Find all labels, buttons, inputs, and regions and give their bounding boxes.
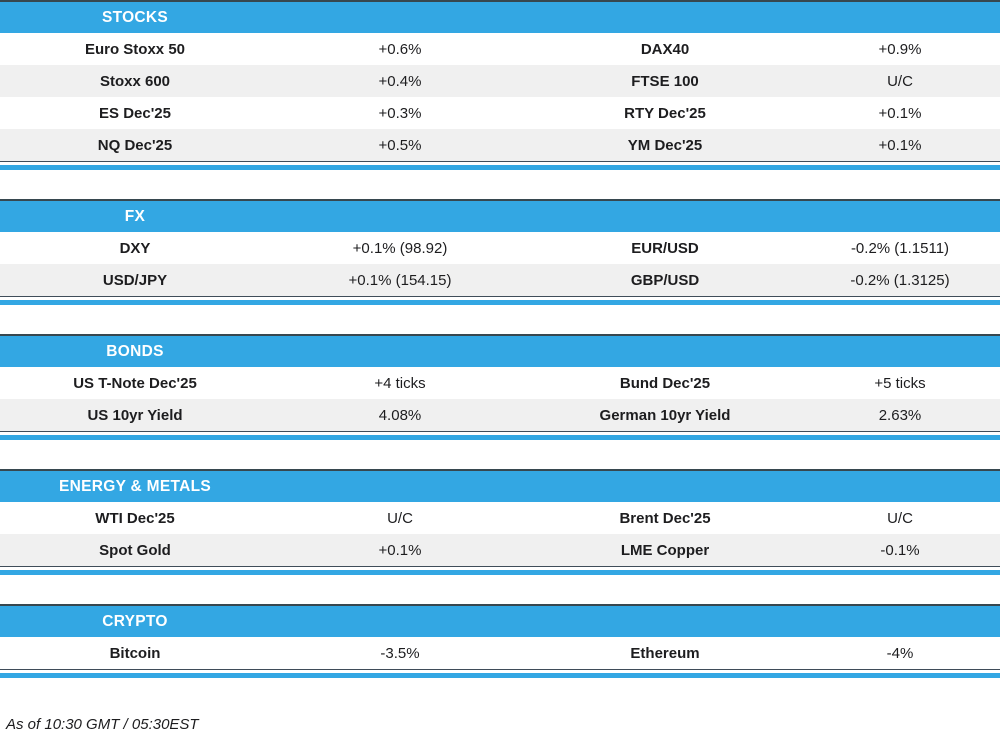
section-header-bonds: BONDS: [0, 334, 1000, 367]
table-row: Spot Gold +0.1% LME Copper -0.1%: [0, 534, 1000, 566]
instrument-value: 4.08%: [378, 406, 422, 424]
section-rows: Bitcoin -3.5% Ethereum -4%: [0, 637, 1000, 670]
section-title: STOCKS: [101, 8, 169, 26]
instrument-value: -4%: [886, 644, 914, 662]
table-row: ES Dec'25 +0.3% RTY Dec'25 +0.1%: [0, 97, 1000, 129]
section-divider: [0, 570, 1000, 575]
section-bottom-gap: [0, 567, 1000, 570]
instrument-value: +4 ticks: [374, 374, 426, 392]
instrument-value: +0.3%: [378, 104, 422, 122]
instrument-label: DAX40: [640, 40, 690, 58]
instrument-label: Bund Dec'25: [619, 374, 711, 392]
section-crypto: CRYPTO Bitcoin -3.5% Ethereum -4%: [0, 604, 1000, 678]
table-row: USD/JPY +0.1% (154.15) GBP/USD -0.2% (1.…: [0, 264, 1000, 296]
instrument-label: YM Dec'25: [627, 136, 703, 154]
instrument-label: LME Copper: [620, 541, 710, 559]
instrument-value: U/C: [387, 509, 413, 527]
table-row: US T-Note Dec'25 +4 ticks Bund Dec'25 +5…: [0, 367, 1000, 399]
table-row: Euro Stoxx 50 +0.6% DAX40 +0.9%: [0, 33, 1000, 65]
instrument-label: German 10yr Yield: [599, 406, 731, 424]
instrument-value: +0.1% (98.92): [352, 239, 448, 257]
section-bottom-gap: [0, 162, 1000, 165]
instrument-label: RTY Dec'25: [624, 104, 706, 122]
instrument-value: +0.1%: [878, 136, 922, 154]
section-header-fx: FX: [0, 199, 1000, 232]
instrument-label: FTSE 100: [631, 72, 699, 90]
instrument-label: US T-Note Dec'25: [73, 374, 197, 392]
instrument-value: +0.1%: [378, 541, 422, 559]
section-energy-metals: ENERGY & METALS WTI Dec'25 U/C Brent Dec…: [0, 469, 1000, 575]
section-rows: DXY +0.1% (98.92) EUR/USD -0.2% (1.1511)…: [0, 232, 1000, 297]
instrument-value: U/C: [887, 509, 913, 527]
section-header-stocks: STOCKS: [0, 0, 1000, 33]
table-row: Bitcoin -3.5% Ethereum -4%: [0, 637, 1000, 669]
instrument-value: +0.6%: [378, 40, 422, 58]
table-row: NQ Dec'25 +0.5% YM Dec'25 +0.1%: [0, 129, 1000, 161]
section-title: BONDS: [106, 342, 164, 360]
table-row: DXY +0.1% (98.92) EUR/USD -0.2% (1.1511): [0, 232, 1000, 264]
section-rows: US T-Note Dec'25 +4 ticks Bund Dec'25 +5…: [0, 367, 1000, 432]
section-bottom-gap: [0, 432, 1000, 435]
instrument-label: US 10yr Yield: [87, 406, 183, 424]
instrument-value: 2.63%: [878, 406, 922, 424]
instrument-label: DXY: [119, 239, 151, 257]
section-header-crypto: CRYPTO: [0, 604, 1000, 637]
section-fx: FX DXY +0.1% (98.92) EUR/USD -0.2% (1.15…: [0, 199, 1000, 305]
instrument-value: -0.2% (1.1511): [850, 239, 950, 257]
section-title: FX: [124, 207, 146, 225]
instrument-label: Stoxx 600: [99, 72, 171, 90]
section-divider: [0, 165, 1000, 170]
footer-timestamp: As of 10:30 GMT / 05:30EST: [6, 716, 199, 733]
section-divider: [0, 300, 1000, 305]
instrument-label: ES Dec'25: [99, 104, 171, 122]
instrument-label: USD/JPY: [102, 271, 168, 289]
instrument-label: NQ Dec'25: [97, 136, 173, 154]
section-bonds: BONDS US T-Note Dec'25 +4 ticks Bund Dec…: [0, 334, 1000, 440]
table-row: Stoxx 600 +0.4% FTSE 100 U/C: [0, 65, 1000, 97]
instrument-label: Spot Gold: [99, 541, 171, 559]
instrument-value: +5 ticks: [874, 374, 926, 392]
section-header-energy-metals: ENERGY & METALS: [0, 469, 1000, 502]
instrument-label: Ethereum: [630, 644, 700, 662]
section-rows: WTI Dec'25 U/C Brent Dec'25 U/C Spot Gol…: [0, 502, 1000, 567]
instrument-label: Brent Dec'25: [619, 509, 711, 527]
instrument-value: +0.1%: [878, 104, 922, 122]
table-row: US 10yr Yield 4.08% German 10yr Yield 2.…: [0, 399, 1000, 431]
instrument-label: Euro Stoxx 50: [84, 40, 186, 58]
instrument-value: +0.9%: [878, 40, 922, 58]
instrument-label: Bitcoin: [109, 644, 161, 662]
instrument-value: +0.1% (154.15): [348, 271, 452, 289]
instrument-label: EUR/USD: [631, 239, 699, 257]
section-title: CRYPTO: [102, 612, 168, 630]
section-divider: [0, 435, 1000, 440]
table-row: WTI Dec'25 U/C Brent Dec'25 U/C: [0, 502, 1000, 534]
instrument-value: -0.1%: [880, 541, 920, 559]
section-rows: Euro Stoxx 50 +0.6% DAX40 +0.9% Stoxx 60…: [0, 33, 1000, 162]
section-title: ENERGY & METALS: [58, 477, 212, 495]
section-bottom-gap: [0, 297, 1000, 300]
instrument-value: -0.2% (1.3125): [850, 271, 950, 289]
instrument-value: -3.5%: [380, 644, 420, 662]
section-bottom-gap: [0, 670, 1000, 673]
instrument-value: +0.4%: [378, 72, 422, 90]
section-stocks: STOCKS Euro Stoxx 50 +0.6% DAX40 +0.9% S…: [0, 0, 1000, 170]
instrument-value: +0.5%: [378, 136, 422, 154]
instrument-label: GBP/USD: [630, 271, 700, 289]
instrument-value: U/C: [887, 72, 913, 90]
section-divider: [0, 673, 1000, 678]
instrument-label: WTI Dec'25: [95, 509, 175, 527]
